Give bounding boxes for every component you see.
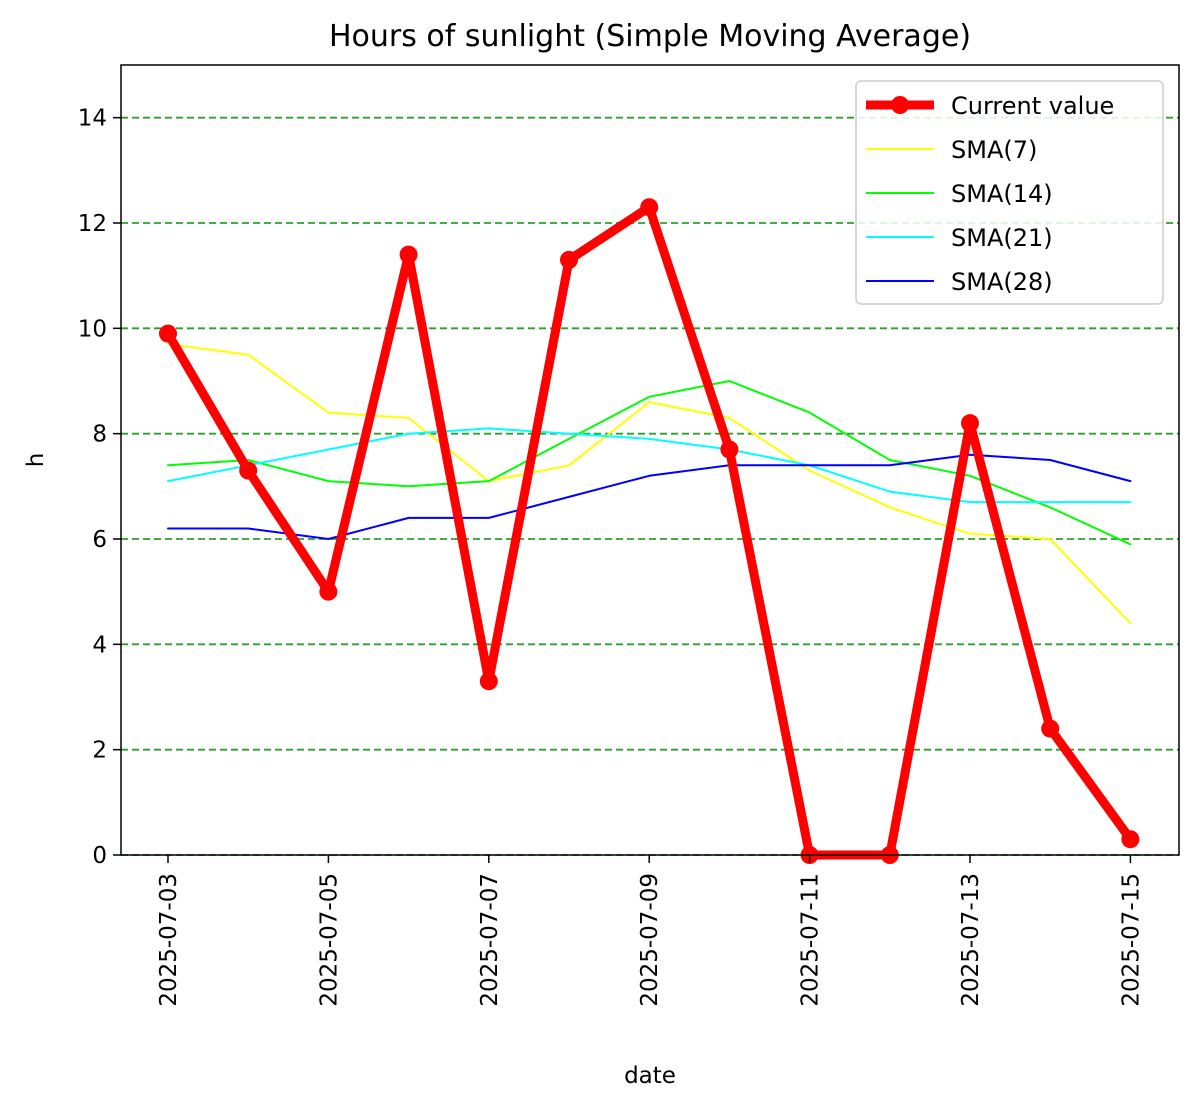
data-point-2025-07-05 [319, 582, 338, 601]
y-tick-label-0: 0 [92, 843, 107, 869]
data-point-2025-07-15 [1121, 830, 1140, 849]
series-line-sma-21- [167, 427, 1132, 504]
y-tick-label-2: 2 [92, 738, 107, 764]
data-point-2025-07-06 [399, 245, 418, 264]
data-point-2025-07-10 [720, 440, 739, 459]
data-point-2025-07-08 [560, 250, 578, 269]
data-point-2025-07-13 [961, 414, 979, 433]
data-point-2025-07-09 [640, 198, 659, 217]
x-tick-label-2025-07-13: 2025-07-13 [958, 873, 984, 1007]
x-tick-label-2025-07-07: 2025-07-07 [477, 873, 503, 1007]
y-tick-label-12: 12 [78, 211, 107, 237]
legend-marker-current-value [891, 96, 909, 114]
series-lines [159, 198, 1140, 864]
x-tick-label-2025-07-09: 2025-07-09 [637, 873, 663, 1007]
y-tick-label-4: 4 [92, 632, 107, 658]
legend-label-sma-28-: SMA(28) [951, 268, 1053, 296]
legend-label-sma-21-: SMA(21) [951, 224, 1053, 252]
x-axis: 2025-07-03 2025-07-05 2025-07-07 2025-07-09… [156, 855, 1144, 1007]
data-point-2025-07-07 [479, 672, 498, 691]
series-line-sma-7- [167, 343, 1132, 625]
legend-label-sma-7-: SMA(7) [951, 136, 1037, 164]
y-tick-label-14: 14 [78, 106, 107, 132]
x-tick-label-2025-07-03: 2025-07-03 [156, 873, 182, 1007]
legend-label-current-value: Current value [951, 92, 1114, 120]
x-axis-label: date [624, 1063, 676, 1089]
series-line-sma-28- [167, 453, 1132, 540]
chart-title: Hours of sunlight (Simple Moving Average… [329, 19, 971, 54]
y-axis-label: h [23, 453, 49, 468]
x-tick-label-2025-07-15: 2025-07-15 [1118, 873, 1144, 1007]
data-point-2025-07-14 [1041, 719, 1060, 738]
series-line-sma-14- [167, 380, 1132, 546]
data-point-2025-07-03 [159, 324, 177, 343]
y-tick-label-6: 6 [92, 527, 107, 553]
legend: Current value SMA(7) SMA(14) SMA(21) SMA(28) [855, 80, 1164, 305]
legend-box [855, 80, 1164, 305]
plot-area-frame [120, 64, 1180, 856]
x-tick-label-2025-07-05: 2025-07-05 [316, 873, 342, 1007]
y-tick-label-8: 8 [92, 422, 107, 448]
y-axis: 0 2 4 6 8 10 12 14 [78, 106, 121, 869]
data-point-2025-07-04 [239, 461, 258, 480]
legend-label-sma-14-: SMA(14) [951, 180, 1053, 208]
y-tick-label-10: 10 [78, 316, 107, 342]
x-tick-label-2025-07-11: 2025-07-11 [798, 873, 824, 1007]
